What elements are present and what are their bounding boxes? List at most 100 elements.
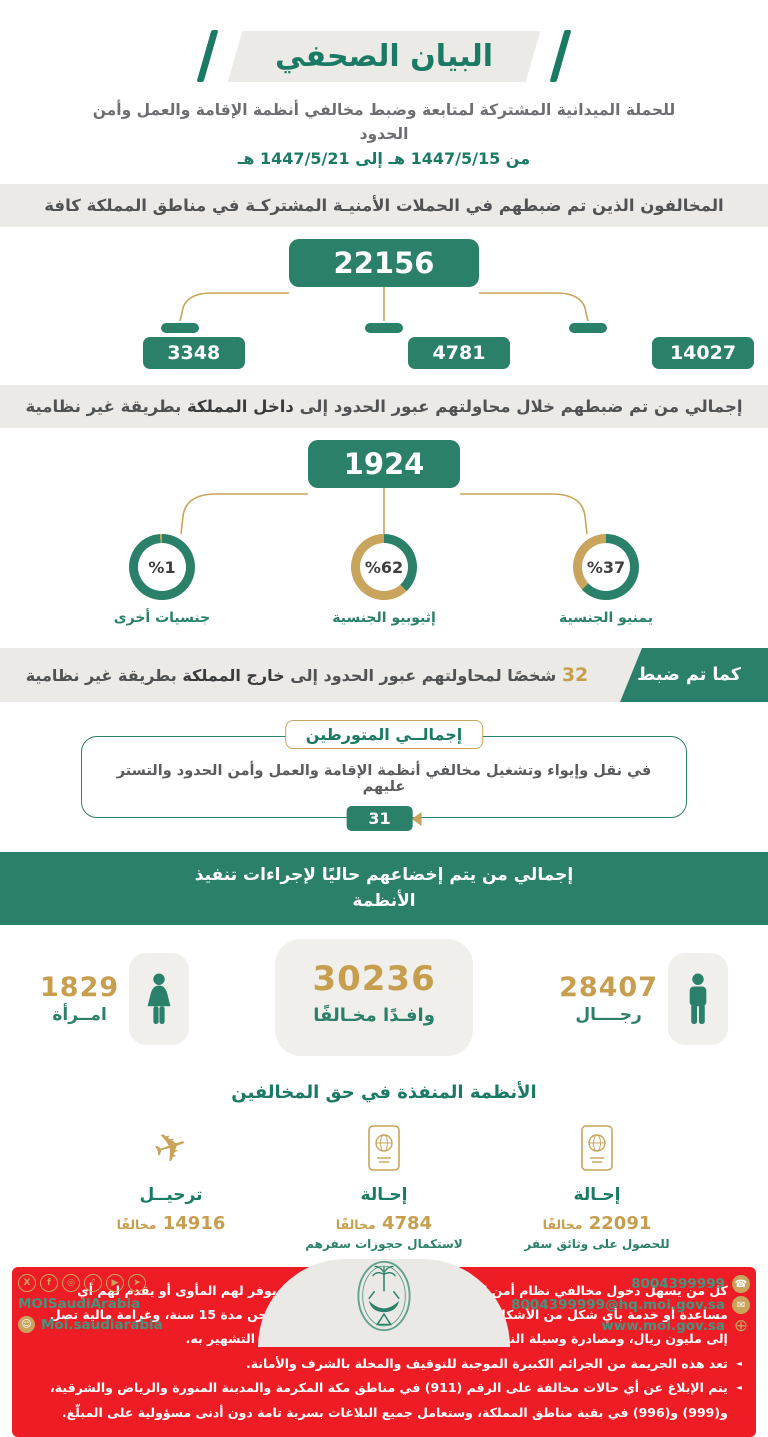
action-count: 22091 [588,1212,652,1234]
campaign-total-value: 22156 [289,239,479,288]
action-unit: مخالفًا [116,1216,157,1232]
actions-title: الأنظمة المنفذة في حق المخالفين [231,1081,537,1103]
email-icon: ✉ [732,1296,750,1314]
action-count: 14916 [162,1212,226,1234]
enforcement-stats-row: 28407 رجــــال 30236 وافـدًا مخـالفًا 18… [0,938,768,1056]
action-name: ترحيــل [139,1184,203,1205]
title-slash-left [196,30,219,82]
snapchat-handle[interactable]: Moi.saudiarabia [41,1316,163,1333]
exit-attempts-count: 32 [561,664,589,687]
globe-icon: ⊕ [733,1316,749,1336]
snapchat-icon[interactable]: ☺ [18,1316,35,1333]
bullet-icon: ◄ [735,1358,742,1368]
passport-icon [365,1117,403,1179]
stat-label: مخالفًا لنظام الإقامة [529,347,635,360]
donut-label: إثيوبيو الجنسية [332,610,436,627]
tiktok-icon[interactable]: ♪ [84,1274,102,1292]
men-stat-group: 28407 رجــــال [559,952,728,1045]
action-name: إحـالة [573,1184,621,1205]
involved-persons-box: إجمالــي المتورطين في نقل وإيواء وتشغيل … [81,720,687,832]
website-line: ⊕ www.moi.gov.sa [511,1316,750,1336]
exit-attempts-band: كما تم ضبط 32 شخصًا لمحاولتهم عبور الحدو… [0,648,768,703]
telegram-icon[interactable]: ➤ [128,1274,146,1292]
involved-value-group: 31 [346,806,422,832]
bullet-icon: ◄ [735,1383,742,1393]
donut-chart: %37 [573,534,639,601]
stat-label-box: مخالفًا لنظام الإقامة [518,337,656,370]
women-label: امــرأة [52,1005,107,1026]
email-address[interactable]: 8004399999@hq.moi.gov.sa [511,1297,725,1313]
woman-icon-pill [129,952,190,1045]
phone-icon: ☎ [732,1275,750,1293]
connector-lines [161,287,607,334]
exit-text: بطريقة غير نظامية [25,666,183,686]
action-deportation: ✈ ترحيــل 14916 مخالفًا [86,1117,256,1251]
man-icon [689,973,707,1024]
instagram-icon[interactable]: ◎ [62,1274,80,1292]
stat-label: مخالفًا لنظام أمن الحدود [263,347,391,360]
action-referral-travel-bookings: إحـالة 4784 مخالفًا لاستكمال حجوزات سفره… [299,1117,469,1251]
women-stat-text: 1829 امــرأة [40,972,119,1025]
warning-text: تعد هذه الجريمة من الجرائم الكبيرة الموج… [246,1355,728,1371]
action-name: إحـالة [360,1184,408,1205]
women-count: 1829 [40,972,120,1004]
men-label: رجــــال [575,1005,642,1026]
action-unit: مخالفًا [542,1216,583,1232]
enforcement-header: إجمالي من يتم إخضاعهم حاليًا لإجراءات تن… [194,865,574,912]
action-note: للحصول على وثائق سفر [524,1236,670,1251]
border-crossing-header: إجمالي من تم ضبطهم خلال محاولتهم عبور ال… [0,385,768,429]
total-expat-label: وافـدًا مخـالفًا [313,1004,435,1026]
donut-percentage: %37 [582,543,630,592]
header-text: إجمالي من تم ضبطهم خلال محاولتهم عبور ال… [293,397,743,417]
phone-number[interactable]: 8004399999 [631,1276,725,1292]
action-value: 14916 مخالفًا [117,1213,226,1234]
stat-border-security-violators: 4781 مخالفًا لنظام أمن الحدود [252,337,510,370]
connector-lines [180,488,588,535]
header-bold-text: داخل المملكة [187,397,294,417]
footer-social-block: X f ◎ ♪ ▶ ➤ MOISaudiArabia ☺ Moi.saudiar… [18,1274,163,1333]
nationality-donut-row: %37 يمنيو الجنسية %62 إثيوبيو الجنسية %1… [0,534,768,626]
social-handle[interactable]: MOISaudiArabia [18,1296,141,1312]
campaign-total-header: المخالفون الذين تم ضبطهم في الحملات الأم… [0,184,768,228]
footer: X f ◎ ♪ ▶ ➤ MOISaudiArabia ☺ Moi.saudiar… [0,1255,768,1347]
donut-percentage: %1 [138,543,186,592]
action-unit: مخالفًا [335,1216,376,1232]
campaign-subtitle: للحملة الميدانية المشتركة لمتابعة وضبط م… [92,101,676,144]
woman-icon [147,973,171,1024]
warning-bullet: ◄ تعد هذه الجريمة من الجرائم الكبيرة الم… [26,1352,742,1376]
title-slash-right [549,30,572,82]
x-icon[interactable]: X [18,1274,36,1292]
actions-row: إحـالة 22091 مخالفًا للحصول على وثائق سف… [0,1117,768,1251]
donut-chart: %62 [351,534,417,601]
warning-bullet: ◄ يتم الإبلاغ عن أي حالات مخالفة على الر… [26,1376,742,1425]
slash-divider [131,342,141,365]
header: البيان الصحفي [0,0,768,82]
men-count: 28407 [559,972,658,1004]
stat-residency-violators: 14027 مخالفًا لنظام الإقامة [518,337,754,370]
action-value: 4784 مخالفًا [336,1213,432,1234]
campaign-date-range: من 1447/5/15 هـ إلى 1447/5/21 هـ [237,149,531,169]
facebook-icon[interactable]: f [40,1274,58,1292]
youtube-icon[interactable]: ▶ [106,1274,124,1292]
website-url[interactable]: www.moi.gov.sa [601,1318,725,1334]
donut-yemeni: %37 يمنيو الجنسية [536,534,676,626]
snapchat-row: ☺ Moi.saudiarabia [18,1316,163,1333]
social-icons-row: X f ◎ ♪ ▶ ➤ [18,1274,163,1292]
header-text: بطريقة غير نظامية [25,397,188,417]
donut-chart: %1 [129,534,195,601]
action-note: لاستكمال حجوزات سفرهم [305,1236,463,1251]
donut-label: يمنيو الجنسية [558,610,654,627]
donut-ethiopian: %62 إثيوبيو الجنسية [314,534,454,626]
stat-labor-violators: 3348 مخالفًا لنظام العمل [14,337,245,370]
email-line: ✉ 8004399999@hq.moi.gov.sa [511,1296,750,1314]
donut-label: جنسيات أخرى [113,610,211,627]
enforcement-header-band: إجمالي من يتم إخضاعهم حاليًا لإجراءات تن… [0,852,768,925]
men-stat-text: 28407 رجــــال [559,972,658,1025]
airplane-icon: ✈ [147,1120,195,1175]
stat-value: 4781 [407,337,510,370]
involved-count: 31 [346,806,413,832]
border-crossing-total: 1924 [308,440,460,489]
stat-label-box: مخالفًا لنظام أمن الحدود [252,337,412,370]
stat-label: مخالفًا لنظام العمل [25,347,126,360]
